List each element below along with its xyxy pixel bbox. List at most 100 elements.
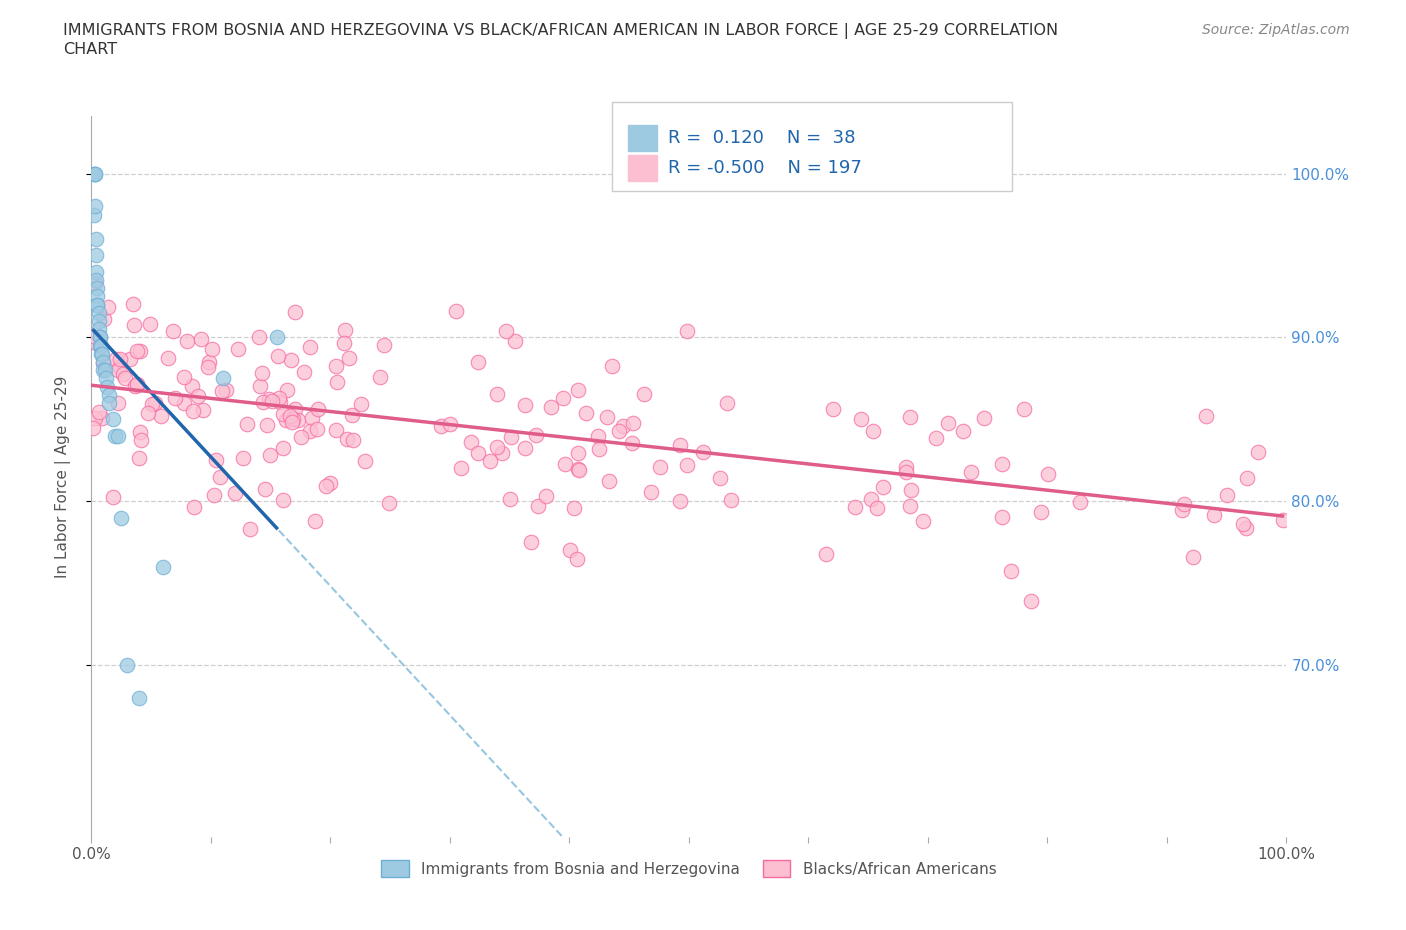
Point	[82, 328, 104, 343]
Point	[936, 416, 959, 431]
Point	[692, 445, 714, 459]
Point	[190, 331, 212, 346]
Point	[94, 371, 117, 386]
Point	[108, 360, 131, 375]
Point	[315, 479, 337, 494]
Point	[280, 353, 302, 368]
Point	[107, 428, 129, 443]
Point	[136, 405, 159, 420]
Point	[271, 407, 294, 422]
Point	[862, 423, 884, 438]
Point	[128, 450, 150, 465]
Point	[86, 289, 108, 304]
Point	[1181, 550, 1204, 565]
Point	[301, 410, 323, 425]
Text: R = -0.500    N = 197: R = -0.500 N = 197	[668, 159, 862, 178]
Point	[87, 405, 110, 419]
Point	[332, 335, 354, 350]
Point	[93, 363, 115, 378]
Point	[567, 461, 589, 476]
Point	[183, 499, 205, 514]
Point	[872, 480, 894, 495]
Point	[84, 248, 107, 263]
Point	[107, 362, 129, 377]
Point	[105, 352, 128, 366]
Point	[513, 441, 536, 456]
Point	[540, 400, 562, 415]
Point	[1202, 508, 1225, 523]
Point	[224, 485, 246, 500]
Point	[107, 395, 129, 410]
Point	[198, 355, 221, 370]
Point	[325, 423, 347, 438]
Point	[281, 415, 304, 430]
Point	[138, 317, 160, 332]
Point	[87, 305, 110, 320]
Point	[226, 341, 249, 356]
Point	[1069, 494, 1091, 509]
Point	[122, 318, 145, 333]
Point	[211, 371, 233, 386]
Point	[1173, 497, 1195, 512]
Point	[91, 410, 114, 425]
Point	[621, 416, 644, 431]
Point	[860, 491, 883, 506]
Point	[491, 445, 513, 460]
Point	[205, 452, 228, 467]
Point	[340, 408, 363, 423]
Point	[370, 370, 392, 385]
Point	[86, 298, 108, 312]
Point	[232, 451, 254, 466]
Point	[84, 264, 107, 279]
Point	[84, 166, 107, 181]
Point	[973, 410, 995, 425]
Point	[266, 349, 288, 364]
Point	[93, 355, 115, 370]
Point	[128, 690, 150, 705]
Point	[444, 303, 467, 318]
Point	[1246, 445, 1268, 459]
Point	[281, 411, 304, 426]
Point	[124, 379, 146, 393]
Point	[83, 411, 105, 426]
Point	[350, 397, 373, 412]
Point	[299, 423, 322, 438]
Point	[122, 297, 145, 312]
Point	[1216, 487, 1239, 502]
Point	[191, 403, 214, 418]
Text: R =  0.120    N =  38: R = 0.120 N = 38	[668, 128, 855, 147]
Point	[287, 412, 309, 427]
Point	[612, 418, 634, 433]
Point	[176, 333, 198, 348]
Point	[337, 351, 360, 365]
Point	[215, 382, 238, 397]
Point	[250, 366, 273, 381]
Point	[1036, 466, 1059, 481]
Point	[1171, 502, 1194, 517]
Point	[91, 346, 114, 361]
Point	[93, 312, 115, 326]
Point	[271, 492, 294, 507]
Point	[273, 441, 295, 456]
Point	[952, 423, 974, 438]
Point	[567, 383, 589, 398]
Legend: Immigrants from Bosnia and Herzegovina, Blacks/African Americans: Immigrants from Bosnia and Herzegovina, …	[375, 854, 1002, 883]
Point	[187, 389, 209, 404]
Point	[181, 403, 204, 418]
Point	[720, 493, 742, 508]
Point	[676, 324, 699, 339]
Point	[93, 354, 114, 369]
Y-axis label: In Labor Force | Age 25-29: In Labor Force | Age 25-29	[55, 376, 70, 578]
Point	[127, 343, 149, 358]
Point	[960, 464, 983, 479]
Point	[430, 418, 453, 433]
Point	[900, 483, 922, 498]
Point	[125, 377, 148, 392]
Point	[450, 460, 472, 475]
Text: CHART: CHART	[63, 42, 117, 57]
Point	[567, 445, 589, 460]
Point	[253, 482, 276, 497]
Point	[1271, 512, 1294, 527]
Point	[534, 488, 557, 503]
Point	[157, 351, 180, 365]
